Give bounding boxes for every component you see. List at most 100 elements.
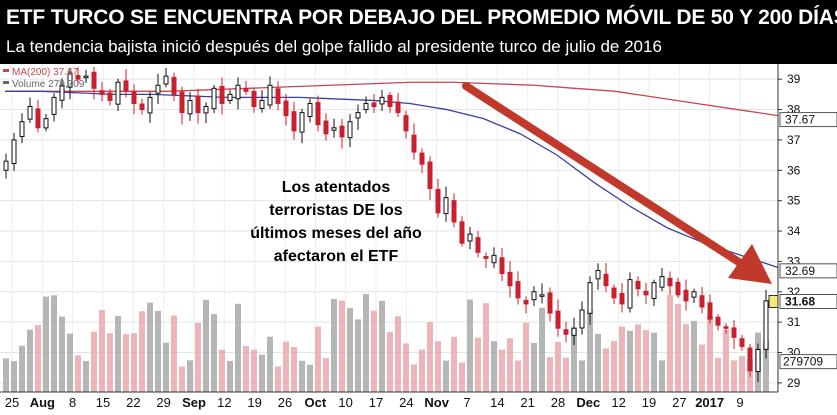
x-tick-label: 2017 <box>695 395 724 410</box>
candle-body <box>347 121 353 139</box>
candle-body <box>379 96 385 105</box>
candle-body <box>715 316 721 326</box>
volume-bar <box>227 360 233 392</box>
volume-bar <box>299 360 305 392</box>
candle-body <box>243 87 249 92</box>
candle-body <box>91 71 97 89</box>
candle-body <box>283 100 289 117</box>
candle-body <box>539 294 545 297</box>
volume-bar <box>547 357 553 392</box>
volume-bar <box>67 333 73 392</box>
x-tick-label: 26 <box>278 395 292 410</box>
volume-bar <box>635 324 641 392</box>
volume-bar <box>459 362 465 392</box>
volume-bar <box>515 360 521 392</box>
candle-body <box>107 92 113 101</box>
volume-bar <box>467 299 473 392</box>
x-tick-label: 19 <box>642 395 656 410</box>
annotation-box: Los atentados terroristas DE los últimos… <box>236 176 436 268</box>
volume-bar <box>659 360 665 392</box>
price-label-box <box>779 112 837 128</box>
x-tick-label: 12 <box>217 395 231 410</box>
volume-bar <box>163 342 169 392</box>
candle-body <box>299 112 305 133</box>
candle-body <box>755 348 761 373</box>
volume-bar <box>219 349 225 392</box>
candle-body <box>195 95 201 114</box>
candle-body <box>131 90 137 104</box>
volume-bars <box>3 294 769 392</box>
volume-bar <box>587 310 593 392</box>
candle-body <box>51 96 57 115</box>
volume-bar <box>483 303 489 392</box>
candle-body <box>707 302 713 320</box>
volume-bar <box>179 366 185 392</box>
last-price-marker <box>768 294 779 308</box>
volume-bar <box>59 316 65 392</box>
x-tick-label: Aug <box>30 395 55 410</box>
volume-bar <box>643 330 649 392</box>
legend-entry: MA(200) 37.67 <box>12 67 79 78</box>
candle-body <box>619 293 625 305</box>
candle-body <box>403 115 409 132</box>
candle-body <box>491 254 497 264</box>
candle-body <box>763 300 769 350</box>
volume-bar <box>571 327 577 392</box>
x-tick-label: 9 <box>736 395 743 410</box>
volume-bar <box>131 333 137 392</box>
volume-bar <box>155 310 161 392</box>
candle-body <box>11 139 17 165</box>
x-tick-label: 27 <box>672 395 686 410</box>
candle-body <box>499 257 505 275</box>
y-tick-label: 37 <box>787 133 801 147</box>
annotation-line: últimos meses del año <box>250 225 422 242</box>
volume-bar <box>443 360 449 392</box>
candle-body <box>523 299 529 305</box>
candle-body <box>427 161 433 190</box>
x-tick-label: 17 <box>369 395 383 410</box>
volume-bar <box>283 341 289 392</box>
candle-body <box>747 347 753 372</box>
volume-bar <box>251 349 257 392</box>
volume-bar <box>307 364 313 392</box>
volume-bar <box>555 341 561 392</box>
volume-bar <box>563 357 569 392</box>
candle-body <box>179 91 185 114</box>
candle-body <box>147 96 153 114</box>
volume-bar <box>507 338 513 392</box>
x-tick-label: 7 <box>463 395 470 410</box>
volume-bar <box>715 357 721 392</box>
volume-bar <box>259 354 265 392</box>
volume-bar <box>387 331 393 392</box>
x-tick-label: 29 <box>156 395 170 410</box>
candle-body <box>211 87 217 110</box>
annotation-line: terroristas DE los <box>269 202 403 219</box>
x-tick-label: 10 <box>338 395 352 410</box>
volume-bar <box>243 346 249 392</box>
x-tick-label: Sep <box>182 395 206 410</box>
trend-arrow-head <box>728 244 772 284</box>
volume-bar <box>3 358 9 392</box>
volume-bar <box>235 303 241 392</box>
candle-body <box>363 102 369 111</box>
x-tick-label: 14 <box>490 395 504 410</box>
candle-body <box>587 282 593 314</box>
candle-body <box>171 76 177 95</box>
price-label-box <box>779 263 837 279</box>
trend-arrow <box>462 82 772 284</box>
candle-body <box>555 310 561 329</box>
candle-body <box>451 200 457 223</box>
y-tick-label: 34 <box>787 224 801 238</box>
candle-body <box>667 277 673 287</box>
candle-body <box>467 233 473 242</box>
x-tick-label: 8 <box>69 395 76 410</box>
volume-bar <box>75 355 81 392</box>
volume-bar <box>491 341 497 392</box>
volume-bar <box>539 307 545 392</box>
volume-bar <box>499 349 505 392</box>
candles <box>3 67 769 383</box>
volume-bar <box>763 340 769 392</box>
candle-body <box>571 327 577 336</box>
